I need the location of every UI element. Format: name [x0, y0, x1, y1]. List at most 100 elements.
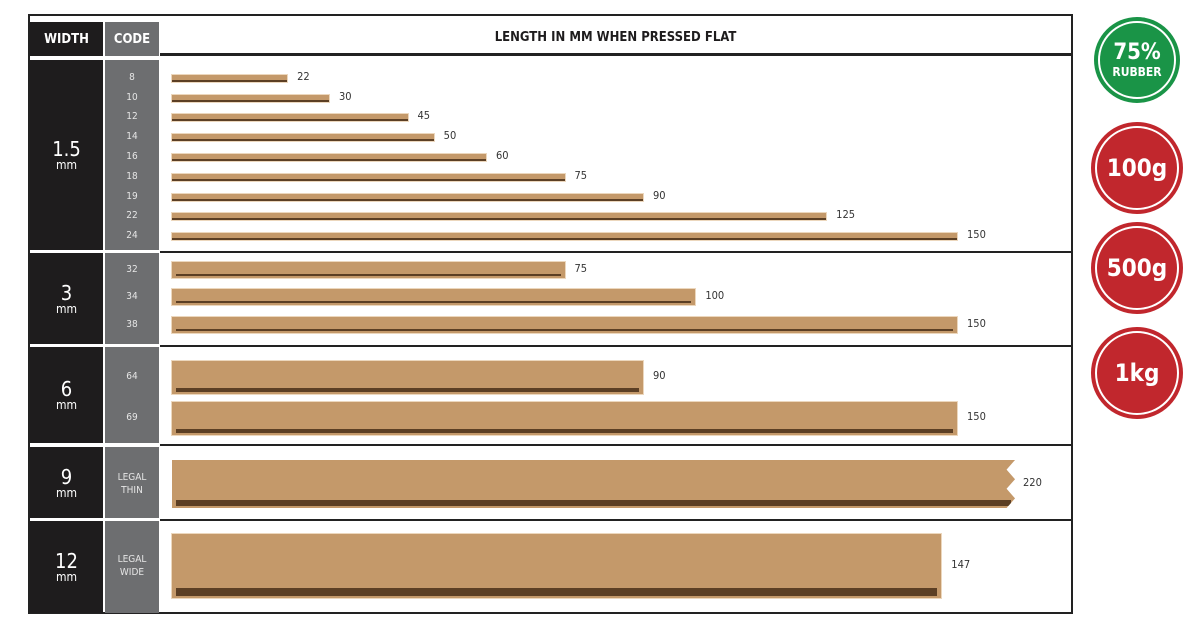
- bar-shadow: [172, 217, 827, 220]
- badge-ring: [1095, 331, 1179, 415]
- code-label: 32: [126, 264, 138, 275]
- code-label: 38: [126, 319, 138, 330]
- group-separator: [160, 519, 1071, 521]
- bar-shadow: [172, 198, 643, 201]
- group-separator: [160, 345, 1071, 347]
- data-label: 50: [443, 129, 457, 142]
- chart-frame: [28, 14, 1073, 614]
- badge-rubber: 75% RUBBER: [1094, 17, 1180, 103]
- code-label: 16: [126, 151, 138, 162]
- header-width: WIDTH: [30, 22, 103, 56]
- code-label: 69: [126, 412, 138, 423]
- data-label: 45: [417, 109, 431, 122]
- data-label: 75: [574, 169, 588, 182]
- group-separator: [160, 444, 1071, 446]
- bar: [172, 74, 288, 82]
- bar-shadow: [176, 329, 953, 331]
- badge-weight: 100g: [1091, 122, 1183, 214]
- width-value: 9: [60, 464, 73, 489]
- bar-shadow: [176, 274, 561, 276]
- code-label: 10: [126, 92, 138, 103]
- bar: [172, 262, 565, 278]
- badge-ring: [1095, 126, 1179, 210]
- bar-shadow: [172, 158, 486, 161]
- bar: [172, 317, 957, 333]
- bar: [172, 94, 329, 102]
- header-code: CODE: [105, 22, 159, 56]
- code-cell: [105, 253, 159, 344]
- bar: [172, 153, 486, 161]
- code-label: LEGAL THIN: [117, 472, 147, 496]
- bar-shadow: [176, 428, 953, 433]
- width-cell: 1.5 mm: [30, 60, 103, 250]
- bar-shadow: [176, 500, 1011, 506]
- bar-shadow: [172, 79, 288, 82]
- data-label: 150: [967, 228, 986, 241]
- badge-weight: 1kg: [1091, 327, 1183, 419]
- bar: [172, 232, 957, 240]
- bar-shadow: [172, 138, 434, 141]
- bar-shadow: [176, 588, 938, 596]
- group-separator: [160, 251, 1071, 253]
- chart-title: LENGTH IN MM WHEN PRESSED FLAT: [160, 22, 1071, 56]
- width-value: 12: [55, 549, 78, 573]
- data-label: 147: [951, 558, 971, 571]
- bar: [172, 113, 408, 121]
- bar-shadow: [176, 301, 692, 303]
- data-label: 125: [836, 208, 856, 221]
- bar: [172, 360, 643, 394]
- width-unit: mm: [55, 398, 78, 412]
- code-cell: [105, 347, 159, 443]
- width-cell: 3 mm: [30, 253, 103, 344]
- bar-shadow: [172, 178, 565, 181]
- bar-shadow: [172, 99, 329, 102]
- code-label: 18: [126, 171, 138, 182]
- code-label: 64: [126, 371, 138, 382]
- code-cell: [105, 447, 159, 518]
- bar: [172, 460, 1015, 508]
- code-label: LEGAL WIDE: [117, 554, 147, 578]
- data-label: 30: [339, 90, 352, 103]
- code-cell: [105, 521, 159, 613]
- data-label: 90: [653, 369, 666, 382]
- data-label: 75: [574, 262, 588, 275]
- bar-shadow: [172, 237, 957, 240]
- data-label: 150: [967, 317, 986, 330]
- width-value: 3: [60, 280, 73, 305]
- bar: [172, 289, 696, 305]
- data-label: 100: [705, 289, 725, 302]
- bar: [172, 193, 643, 201]
- bar-shadow: [176, 387, 639, 392]
- bar: [172, 133, 434, 141]
- width-cell: 9 mm: [30, 447, 103, 518]
- code-label: 34: [126, 291, 138, 302]
- width-unit: mm: [55, 485, 78, 500]
- code-label: 22: [126, 210, 138, 221]
- badge-ring: [1095, 226, 1179, 310]
- code-label: 14: [126, 131, 138, 142]
- width-unit: mm: [55, 301, 78, 316]
- data-label: 220: [1023, 476, 1042, 489]
- data-label: 22: [297, 70, 310, 83]
- width-value: 1.5: [52, 137, 81, 161]
- width-unit: mm: [55, 570, 78, 584]
- bar: [172, 401, 957, 435]
- code-label: 24: [126, 230, 138, 241]
- width-unit: mm: [55, 158, 78, 172]
- badge-weight: 500g: [1091, 222, 1183, 314]
- code-label: 8: [129, 72, 135, 83]
- width-cell: 12 mm: [30, 521, 103, 613]
- width-cell: 6 mm: [30, 347, 103, 443]
- bar-shadow: [172, 118, 408, 121]
- data-label: 150: [967, 410, 986, 423]
- data-label: 60: [496, 149, 509, 162]
- bar: [172, 212, 827, 220]
- width-value: 6: [60, 377, 73, 401]
- code-label: 19: [126, 191, 138, 202]
- code-cell: [105, 60, 159, 250]
- bar: [172, 173, 565, 181]
- data-label: 90: [653, 189, 666, 202]
- badge-ring: [1098, 21, 1176, 99]
- code-label: 12: [126, 111, 138, 122]
- bar: [172, 534, 942, 598]
